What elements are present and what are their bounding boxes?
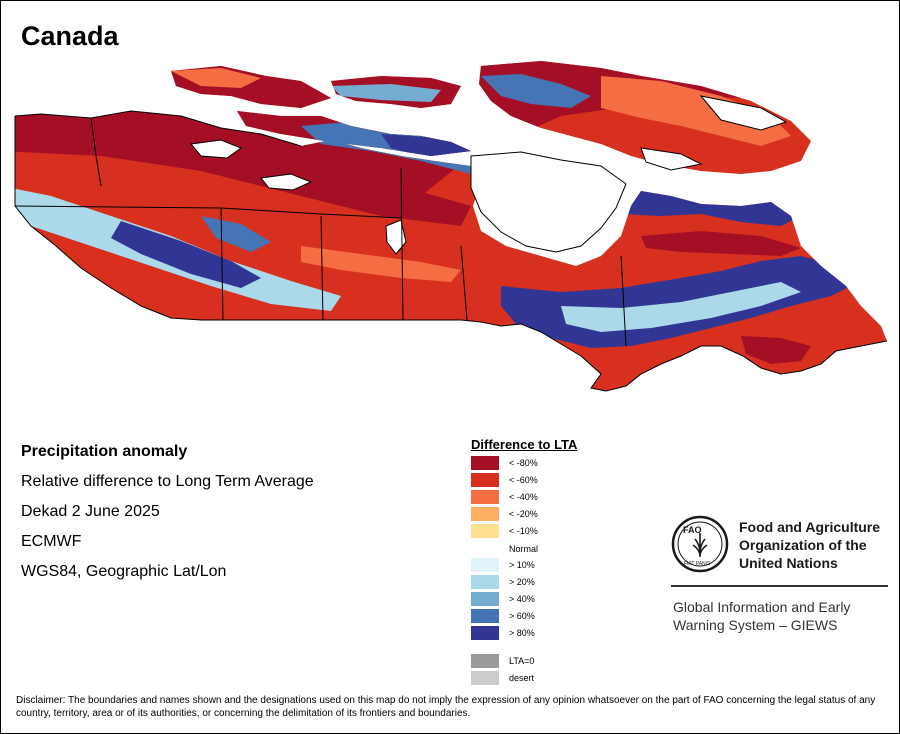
anomaly-heading: Precipitation anomaly	[21, 443, 188, 460]
legend-item: > 80%	[471, 626, 631, 642]
legend-title: Difference to LTA	[471, 437, 578, 452]
fao-emblem-motto: FIAT PANIS	[684, 561, 711, 567]
water-bodies	[190, 95, 788, 255]
legend-swatch	[471, 507, 499, 521]
legend-label: < -60%	[509, 475, 538, 485]
legend-swatch	[471, 609, 499, 623]
fao-name-line-1: Food and Agriculture	[739, 519, 881, 535]
legend-swatch	[471, 558, 499, 572]
legend-label: desert	[509, 673, 535, 683]
period-label: Dekad 2 June 2025	[21, 503, 160, 520]
legend-swatch	[471, 575, 499, 589]
legend-label: LTA=0	[509, 656, 535, 666]
anomaly-description: Relative difference to Long Term Average	[21, 473, 314, 490]
legend-item: > 40%	[471, 592, 631, 608]
fao-emblem-icon: FAO FIAT PANIS	[671, 515, 729, 573]
fao-name-line-3: United Nations	[739, 555, 838, 571]
data-source: ECMWF	[21, 533, 82, 550]
coastline-and-boundaries	[14, 110, 888, 392]
map-title: Canada	[21, 21, 119, 51]
legend-label: > 80%	[509, 628, 535, 638]
legend-item: > 10%	[471, 558, 631, 574]
anomaly-raster	[15, 61, 887, 391]
legend-swatch	[471, 490, 499, 504]
fao-name-line-2: Organization of the	[739, 537, 867, 553]
legend-label: > 60%	[509, 611, 535, 621]
legend-swatch	[471, 626, 499, 640]
legend-item: < -60%	[471, 473, 631, 489]
legend-swatch	[471, 592, 499, 606]
legend-swatch	[471, 524, 499, 538]
giews-line-1: Global Information and Early	[673, 599, 851, 615]
precipitation-anomaly-map	[1, 56, 899, 396]
legend-label: > 40%	[509, 594, 535, 604]
legend-item: > 60%	[471, 609, 631, 625]
legend-label: < -40%	[509, 492, 538, 502]
legend-item: < -10%	[471, 524, 631, 540]
disclaimer: Disclaimer: The boundaries and names sho…	[16, 695, 876, 719]
canada-map-svg	[14, 61, 888, 392]
legend-label: > 10%	[509, 560, 535, 570]
legend-label: < -80%	[509, 458, 538, 468]
fao-divider	[671, 585, 888, 587]
fao-emblem-text: FAO	[683, 525, 702, 535]
legend-swatch	[471, 456, 499, 470]
legend-item: > 20%	[471, 575, 631, 591]
legend-item: < -20%	[471, 507, 631, 523]
legend-label: < -10%	[509, 526, 538, 536]
giews-line-2: Warning System – GIEWS	[673, 617, 838, 633]
legend-item: LTA=0	[471, 654, 631, 670]
legend-label: > 20%	[509, 577, 535, 587]
legend-swatch	[471, 671, 499, 685]
legend-label: < -20%	[509, 509, 538, 519]
legend-swatch	[471, 473, 499, 487]
legend-item: < -80%	[471, 456, 631, 472]
fao-logo-block: FAO FIAT PANIS Food and Agriculture Orga…	[671, 515, 891, 640]
legend-item: desert	[471, 671, 631, 687]
legend-swatch	[471, 654, 499, 668]
legend-item: < -40%	[471, 490, 631, 506]
legend-normal-label: Normal	[509, 544, 539, 554]
projection-label: WGS84, Geographic Lat/Lon	[21, 563, 227, 580]
